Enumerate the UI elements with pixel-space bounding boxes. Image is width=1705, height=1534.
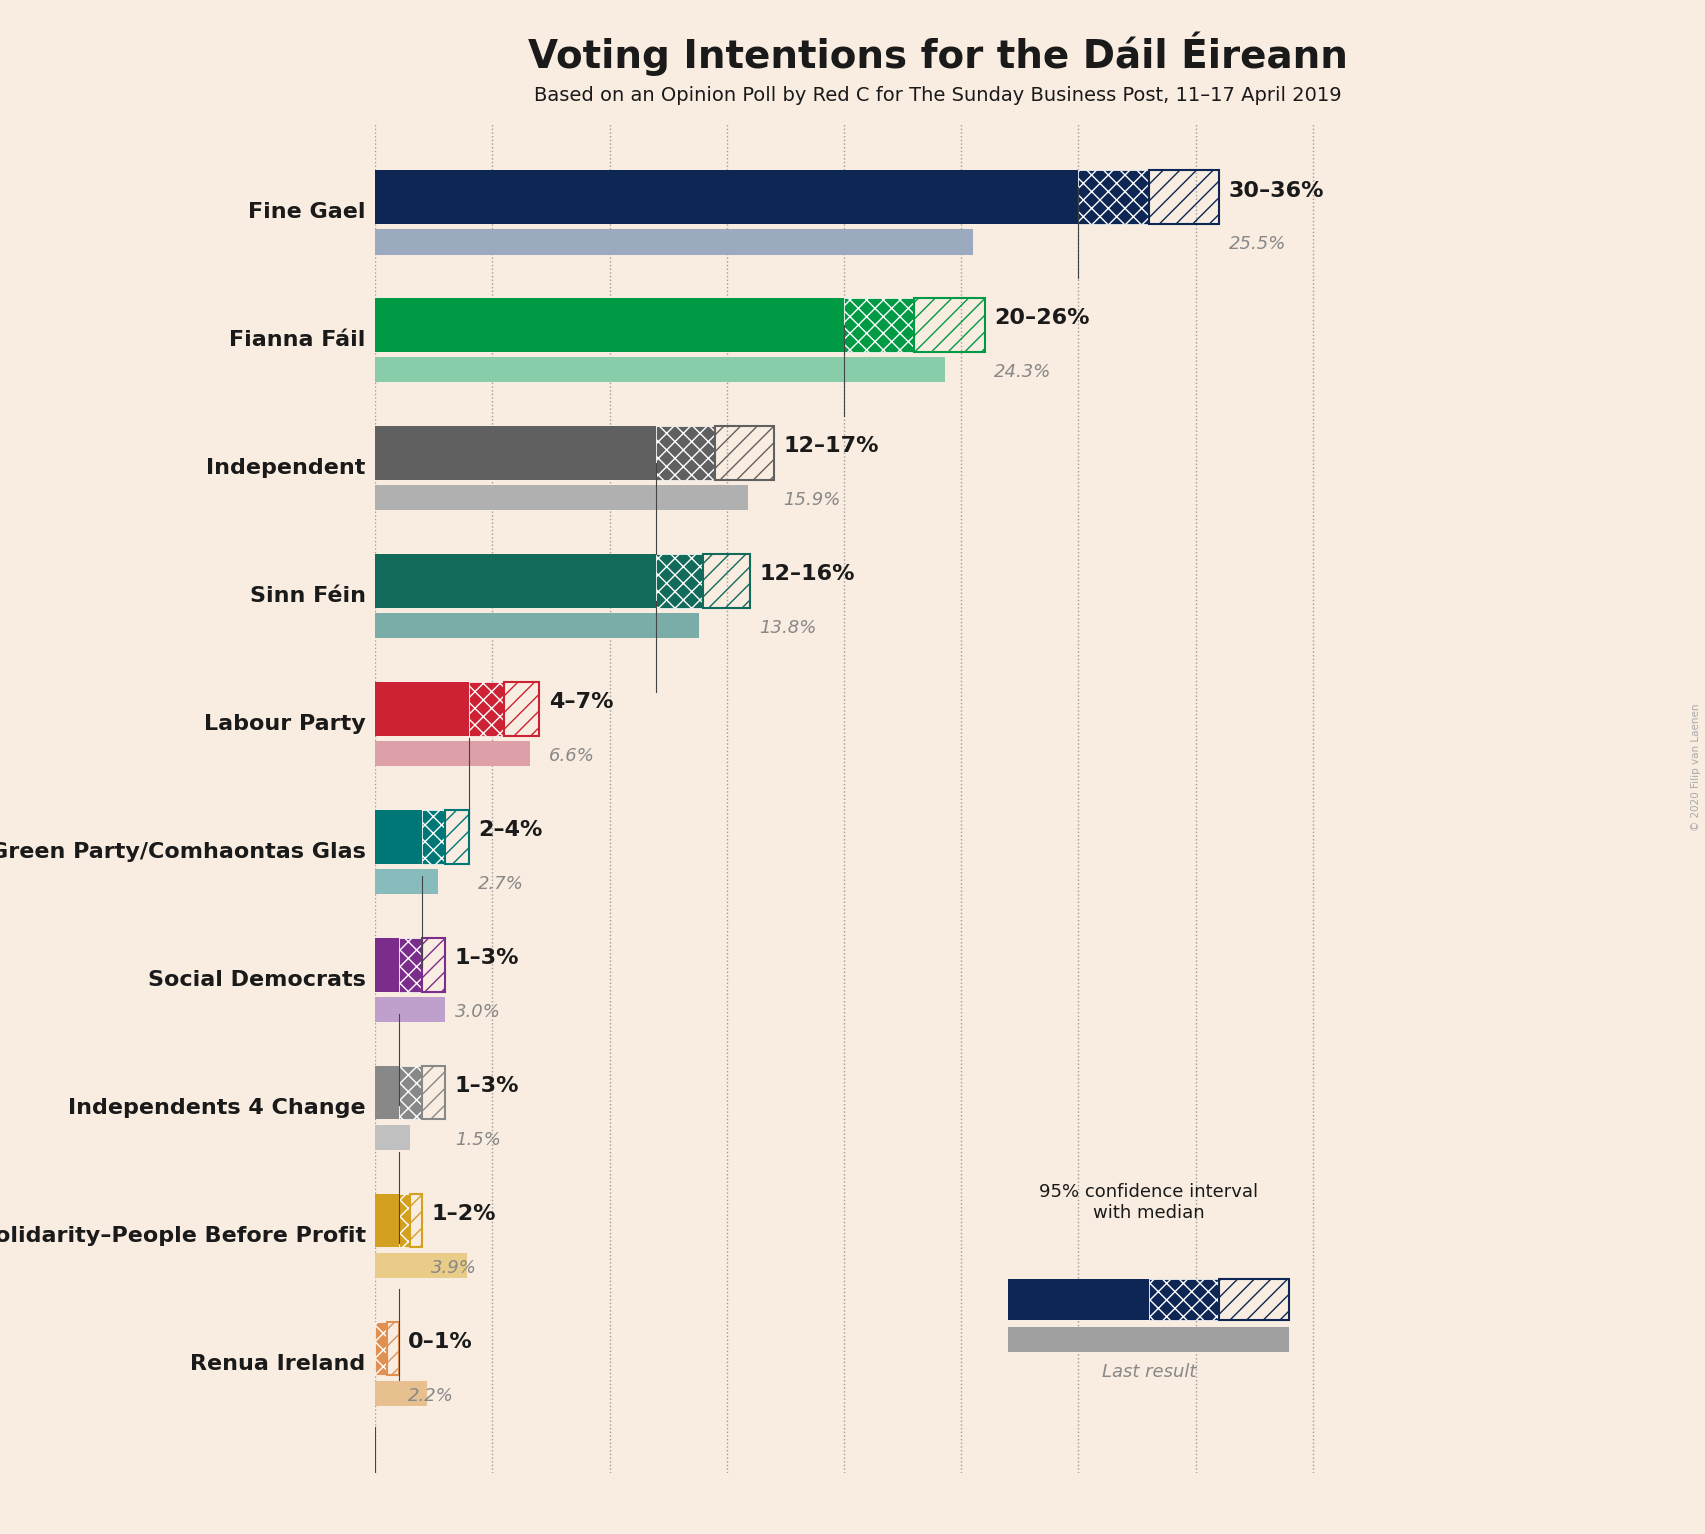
Text: 1–3%: 1–3% [455,948,520,968]
Text: 4–7%: 4–7% [549,692,614,712]
Bar [1149,1279,1219,1321]
Text: 20–26%: 20–26% [994,308,1089,328]
Text: 2.2%: 2.2% [407,1387,454,1405]
Text: © 2020 Filip van Laenen: © 2020 Filip van Laenen [1691,703,1702,831]
Bar [375,1381,426,1407]
Text: 30–36%: 30–36% [1228,181,1325,201]
Text: 1.5%: 1.5% [455,1131,501,1149]
Bar [375,868,438,894]
Bar [375,1253,467,1278]
Bar [1008,1279,1149,1321]
Bar [399,1066,423,1120]
Bar [844,298,914,351]
Bar [375,357,945,382]
Text: 0–1%: 0–1% [407,1332,472,1351]
Text: Fine Gael: Fine Gael [249,202,367,222]
Text: 1–2%: 1–2% [431,1204,496,1224]
Bar [445,810,469,864]
Bar [375,741,530,767]
Bar [375,1124,411,1150]
Text: Labour Party: Labour Party [205,715,367,735]
Bar [375,683,469,736]
Text: 12–16%: 12–16% [760,565,856,584]
Text: Last result: Last result [1101,1362,1195,1381]
Text: 2–4%: 2–4% [477,821,542,841]
Bar [714,426,774,480]
Text: 3.0%: 3.0% [455,1003,501,1022]
Bar [1008,1327,1289,1353]
Bar [1149,170,1219,224]
Text: 24.3%: 24.3% [994,364,1052,382]
Bar [375,997,445,1022]
Bar [387,1322,399,1376]
Bar [375,1066,399,1120]
Text: Green Party/Comhaontas Glas: Green Party/Comhaontas Glas [0,842,367,862]
Text: Based on an Opinion Poll by Red C for The Sunday Business Post, 11–17 April 2019: Based on an Opinion Poll by Red C for Th… [534,86,1342,104]
Text: 13.8%: 13.8% [760,620,817,637]
Bar [1219,1279,1289,1321]
Bar [505,683,539,736]
Text: Independent: Independent [206,459,367,479]
Bar [375,298,844,351]
Bar [1078,170,1149,224]
Bar [375,810,423,864]
Bar [375,485,748,511]
Text: 1–3%: 1–3% [455,1077,520,1097]
Bar [656,554,704,607]
Text: Independents 4 Change: Independents 4 Change [68,1098,367,1118]
Text: Renua Ireland: Renua Ireland [191,1355,367,1374]
Bar [399,937,423,991]
Text: Voting Intentions for the Dáil Éireann: Voting Intentions for the Dáil Éireann [529,31,1347,77]
Bar [375,612,699,638]
Text: Fianna Fáil: Fianna Fáil [230,330,367,350]
Text: 95% confidence interval
with median: 95% confidence interval with median [1038,1183,1258,1223]
Bar [375,1322,387,1376]
Text: 15.9%: 15.9% [783,491,841,509]
Bar [375,170,1078,224]
Bar [375,554,656,607]
Text: 2.7%: 2.7% [477,874,523,893]
Text: 6.6%: 6.6% [549,747,595,765]
Bar [411,1193,423,1247]
Bar [375,426,656,480]
Bar [469,683,505,736]
Bar [375,229,974,255]
Bar [375,1193,399,1247]
Bar [375,937,399,991]
Bar [399,1193,411,1247]
Text: Sinn Féin: Sinn Féin [249,586,367,606]
Bar [423,1066,445,1120]
Bar [702,554,750,607]
Bar [423,937,445,991]
Text: Solidarity–People Before Profit: Solidarity–People Before Profit [0,1226,367,1246]
Bar [914,298,985,351]
Bar [656,426,714,480]
Bar [423,810,445,864]
Text: 3.9%: 3.9% [431,1259,477,1276]
Text: 12–17%: 12–17% [783,437,878,457]
Text: Social Democrats: Social Democrats [148,969,367,989]
Text: 25.5%: 25.5% [1228,235,1286,253]
